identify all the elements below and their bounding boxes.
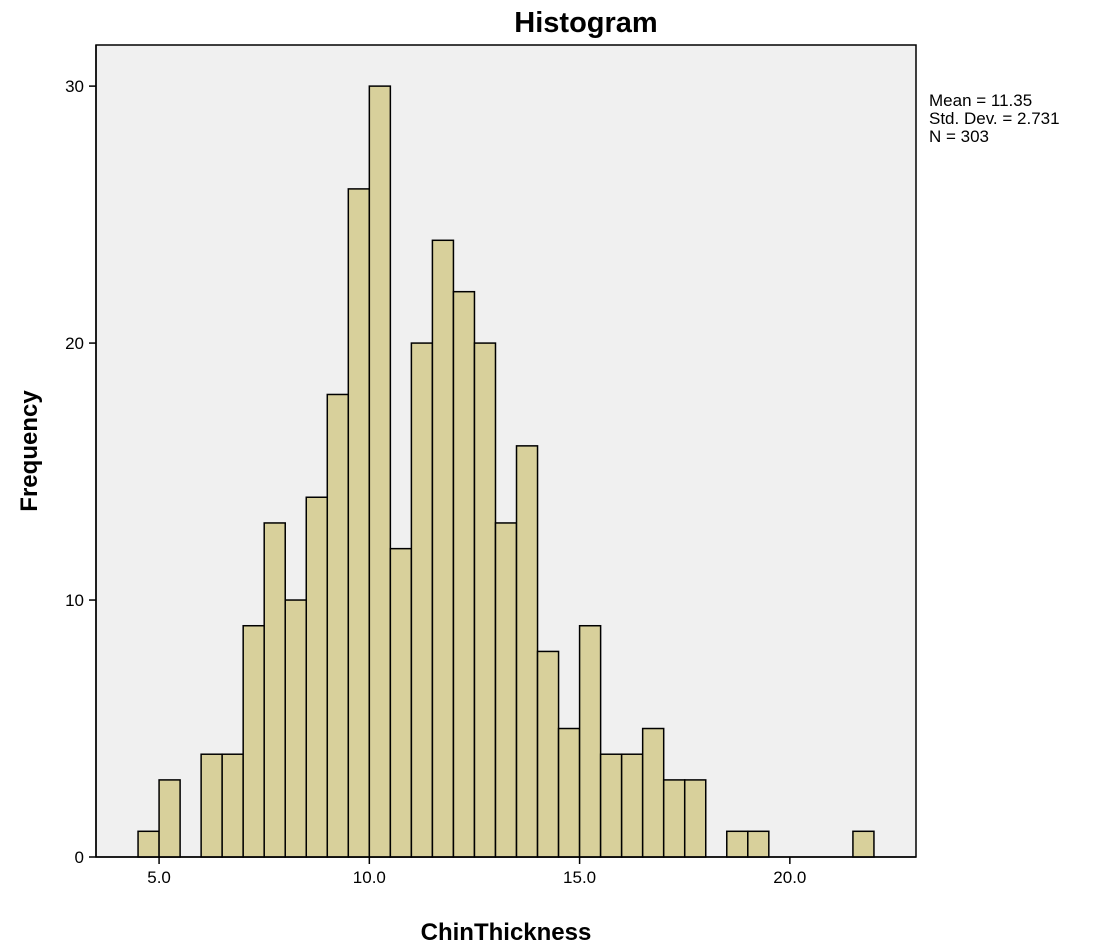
y-ticks: 0 10 20 30 <box>65 77 96 867</box>
axes-group <box>95 45 916 858</box>
stat-line: N = 303 <box>929 127 989 146</box>
histogram-bar <box>137 830 160 858</box>
histogram-bar <box>683 779 707 858</box>
histogram-bar <box>515 445 539 858</box>
y-tick-label: 10 <box>65 591 84 610</box>
histogram-bar <box>368 85 392 858</box>
x-tick-label: 5.0 <box>147 868 171 887</box>
histogram-bar <box>284 599 308 858</box>
histogram-bar <box>473 342 497 858</box>
histogram-bar <box>389 547 413 858</box>
y-tick-label: 20 <box>65 334 84 353</box>
histogram-bar <box>326 393 350 858</box>
histogram-bar <box>599 753 623 858</box>
y-tick-label: 0 <box>75 848 84 867</box>
histogram-bar <box>578 624 602 858</box>
y-axis-label: Frequency <box>16 390 43 512</box>
histogram-bar <box>536 650 560 858</box>
stat-line: Std. Dev. = 2.731 <box>929 109 1060 128</box>
histogram-bar <box>852 830 875 858</box>
histogram-bar <box>452 290 476 858</box>
x-tick-label: 20.0 <box>773 868 806 887</box>
x-tick-label: 10.0 <box>353 868 386 887</box>
stat-line: Mean = 11.35 <box>929 91 1032 110</box>
histogram-bar <box>200 753 223 858</box>
x-tick-label: 15.0 <box>563 868 596 887</box>
histogram-bar <box>431 239 455 858</box>
histogram-bar <box>620 753 644 858</box>
histogram-bar <box>263 522 286 858</box>
histogram-bar <box>494 522 518 858</box>
histogram-bar <box>726 830 749 858</box>
x-ticks: 5.0 10.0 15.0 20.0 <box>147 857 806 887</box>
histogram-bar <box>158 779 181 858</box>
histogram-bar <box>410 342 434 858</box>
chart-title: Histogram <box>514 7 657 39</box>
histogram-bar <box>305 496 329 858</box>
x-axis-label: ChinThickness <box>421 919 592 946</box>
histogram-bar <box>747 830 770 858</box>
bars-group <box>137 85 875 858</box>
histogram-bar <box>221 753 244 858</box>
histogram-bar <box>347 188 371 858</box>
y-tick-label: 30 <box>65 77 84 96</box>
histogram-bar <box>557 727 581 858</box>
histogram-bar <box>242 624 265 858</box>
histogram-bar <box>662 779 686 858</box>
histogram-bar <box>641 727 665 858</box>
